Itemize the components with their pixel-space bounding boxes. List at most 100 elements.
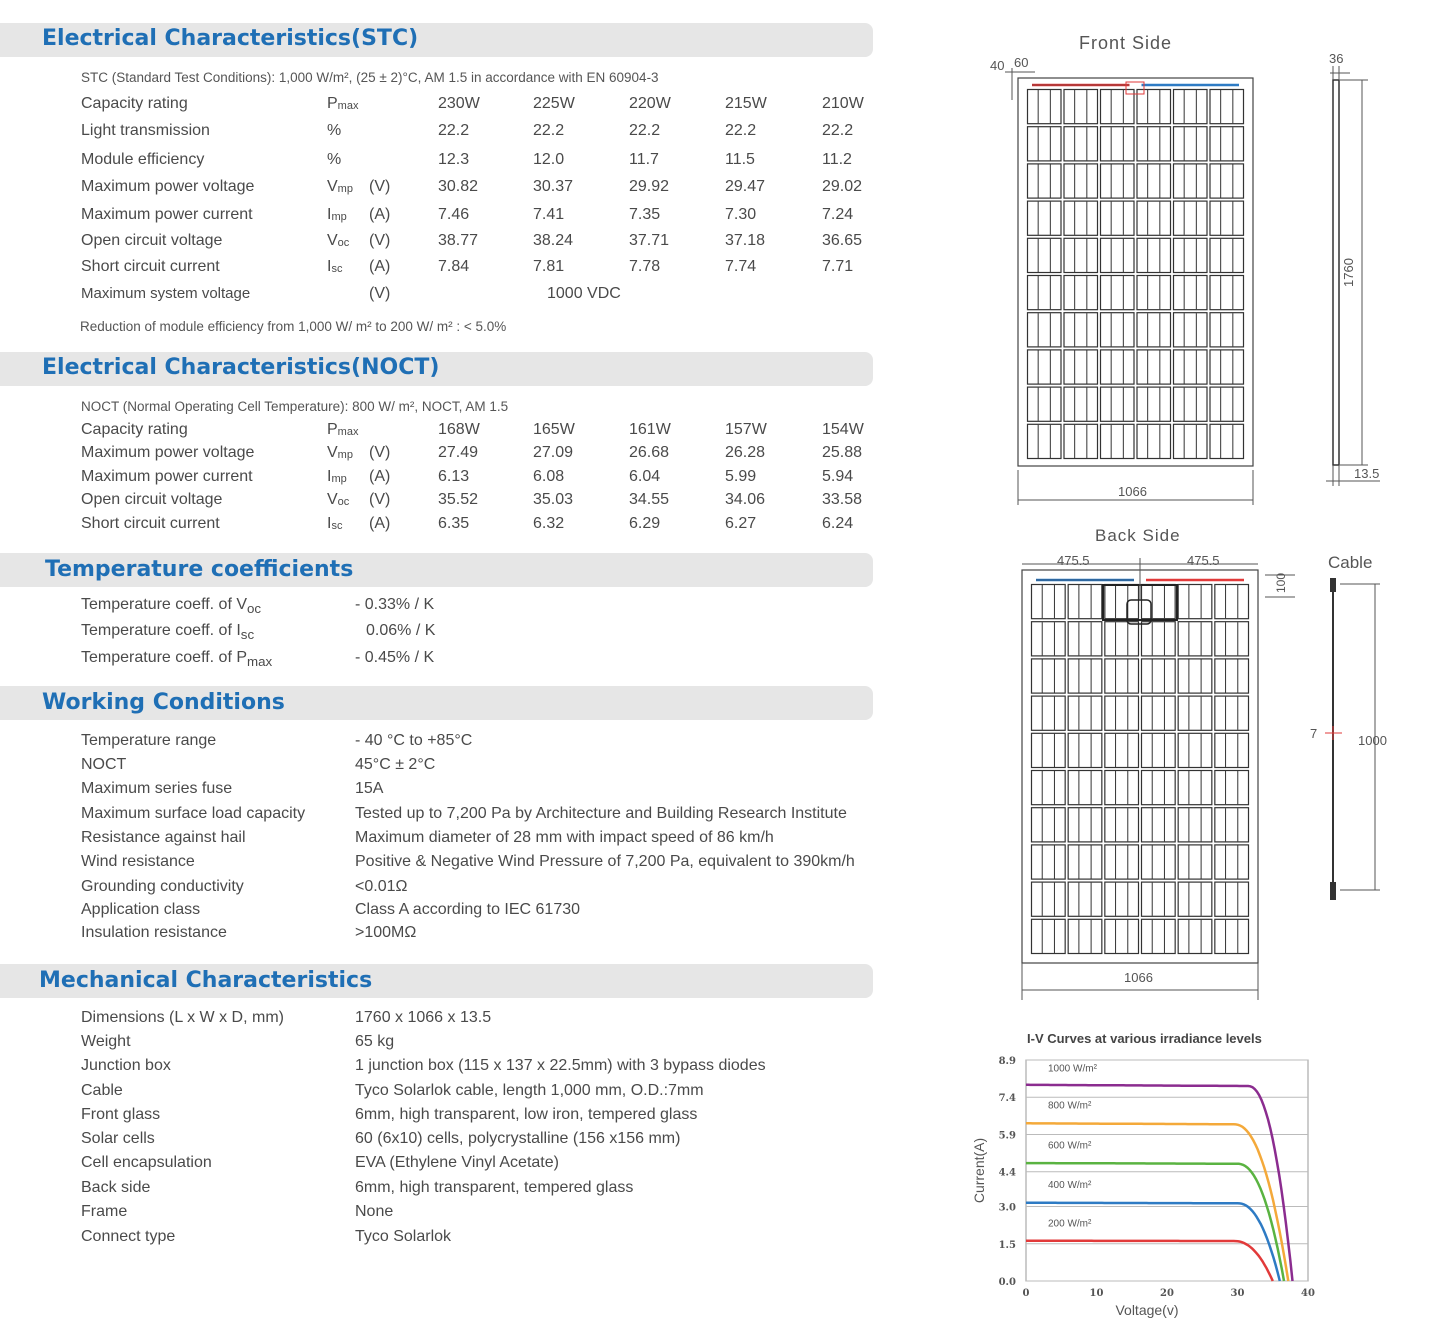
kv-row: Solar cells 60 (6x10) cells, polycrystall…	[81, 1130, 881, 1152]
row-label: Wind resistance	[81, 853, 195, 870]
row-value: 7.78	[629, 258, 661, 275]
row-value: 15A	[355, 780, 384, 797]
row-value: 5.99	[725, 468, 757, 485]
dim-40-label: 40	[990, 58, 1005, 73]
junction-box-center	[1126, 599, 1152, 625]
solar-cell	[1209, 386, 1245, 422]
row-value: 7.46	[438, 206, 470, 223]
row-value: 1 junction box (115 x 137 x 22.5mm) with…	[355, 1057, 766, 1074]
row-value: 7.71	[822, 258, 854, 275]
solar-cell	[1209, 423, 1245, 460]
solar-cell	[1172, 163, 1208, 199]
solar-cell	[1177, 583, 1213, 620]
solar-cell	[1099, 386, 1135, 422]
symbol-main: %	[327, 122, 342, 139]
symbol-sub: mp	[331, 211, 347, 223]
solar-cell	[1063, 312, 1099, 348]
row-value: 34.55	[629, 491, 670, 508]
solar-cell	[1172, 200, 1208, 236]
solar-cell	[1136, 88, 1172, 125]
solar-cell	[1026, 423, 1062, 460]
row-value: >100MΩ	[355, 924, 417, 941]
row-unit: (A)	[369, 258, 391, 275]
temp-row: Temperature coeff. of Voc - 0.33% / K	[81, 596, 881, 618]
kv-row: Temperature range - 40 °C to +85°C	[81, 732, 881, 754]
solar-cell	[1067, 621, 1103, 657]
symbol-main: V	[327, 232, 338, 249]
row-label: Short circuit current	[81, 515, 220, 532]
solar-cell	[1067, 844, 1103, 880]
row-value: 7.74	[725, 258, 757, 275]
symbol-sub: mp	[337, 449, 353, 461]
working-section-bar	[0, 686, 873, 720]
solar-cell	[1104, 918, 1140, 955]
label-sub: oc	[247, 601, 262, 617]
solar-cell	[1172, 88, 1208, 125]
solar-cell	[1099, 312, 1135, 348]
kv-row: Connect type Tyco Solarlok	[81, 1228, 881, 1250]
row-value: 37.71	[629, 232, 670, 249]
solar-cell	[1140, 807, 1176, 843]
row-symbol: Voc	[327, 491, 349, 509]
symbol-main: I	[327, 258, 332, 275]
spec-row: Short circuit current Isc (A) 7.84 7.81 7.78 7…	[81, 258, 881, 280]
solar-cell	[1030, 583, 1066, 620]
solar-cell	[1214, 583, 1250, 620]
dim-1066-front-label: 1066	[1118, 484, 1147, 499]
label-sub: max	[247, 654, 273, 670]
row-label: Maximum series fuse	[81, 780, 233, 797]
side-profile-frame	[1332, 79, 1340, 466]
symbol-sub: sc	[331, 263, 343, 275]
row-value: 26.68	[629, 444, 670, 461]
solar-cell	[1140, 769, 1176, 806]
iv-curve	[1026, 1161, 1286, 1282]
solar-cell	[1067, 583, 1103, 620]
solar-cell	[1026, 312, 1062, 348]
row-label: Resistance against hail	[81, 829, 246, 846]
row-value: 6.29	[629, 515, 661, 532]
symbol-sub: oc	[337, 496, 350, 508]
row-symbol: %	[327, 151, 341, 169]
kv-row: Resistance against hail Maximum diameter …	[81, 829, 881, 851]
row-value: 168W	[438, 421, 480, 438]
row-label: Cable	[81, 1082, 123, 1099]
solar-cell	[1209, 237, 1245, 274]
row-value: 157W	[725, 421, 767, 438]
row-label: Capacity rating	[81, 421, 188, 438]
solar-cell	[1099, 163, 1135, 199]
solar-cell	[1140, 918, 1176, 955]
solar-cell	[1209, 274, 1245, 311]
row-label: Junction box	[81, 1057, 171, 1074]
solar-cell	[1030, 695, 1066, 731]
solar-cell	[1067, 732, 1103, 769]
row-value: 30.82	[438, 178, 479, 195]
row-value: 65 kg	[355, 1033, 395, 1050]
x-tick-label: 0	[1023, 1288, 1030, 1299]
row-value: 27.49	[438, 444, 479, 461]
row-value: 0.06% / K	[366, 622, 436, 639]
iv-curve	[1026, 1201, 1282, 1282]
row-label: Weight	[81, 1033, 131, 1050]
row-value: <0.01Ω	[355, 878, 408, 895]
kv-row: Front glass 6mm, high transparent, low ir…	[81, 1106, 881, 1128]
row-value: EVA (Ethylene Vinyl Acetate)	[355, 1154, 559, 1171]
solar-cell	[1214, 844, 1250, 880]
solar-cell	[1136, 349, 1172, 385]
temp-title: Temperature coefficients	[45, 557, 354, 582]
solar-cell	[1140, 881, 1176, 917]
noct-note: NOCT (Normal Operating Cell Temperature)…	[81, 399, 509, 414]
symbol-main: %	[327, 151, 342, 168]
kv-row: Maximum series fuse 15A	[81, 780, 881, 802]
solar-cell	[1136, 163, 1172, 199]
row-symbol: Imp	[327, 206, 347, 224]
row-label: Front glass	[81, 1106, 161, 1123]
dim-36-label: 36	[1329, 51, 1344, 66]
symbol-main: P	[327, 421, 338, 438]
row-symbol: Vmp	[327, 444, 353, 462]
row-symbol: %	[327, 122, 341, 140]
spec-row: Maximum power current Imp (A) 7.46 7.41 7.35 7…	[81, 206, 881, 228]
solar-cell	[1140, 621, 1176, 657]
solar-cell	[1104, 769, 1140, 806]
solar-cell	[1172, 312, 1208, 348]
row-value: 11.5	[725, 151, 755, 168]
